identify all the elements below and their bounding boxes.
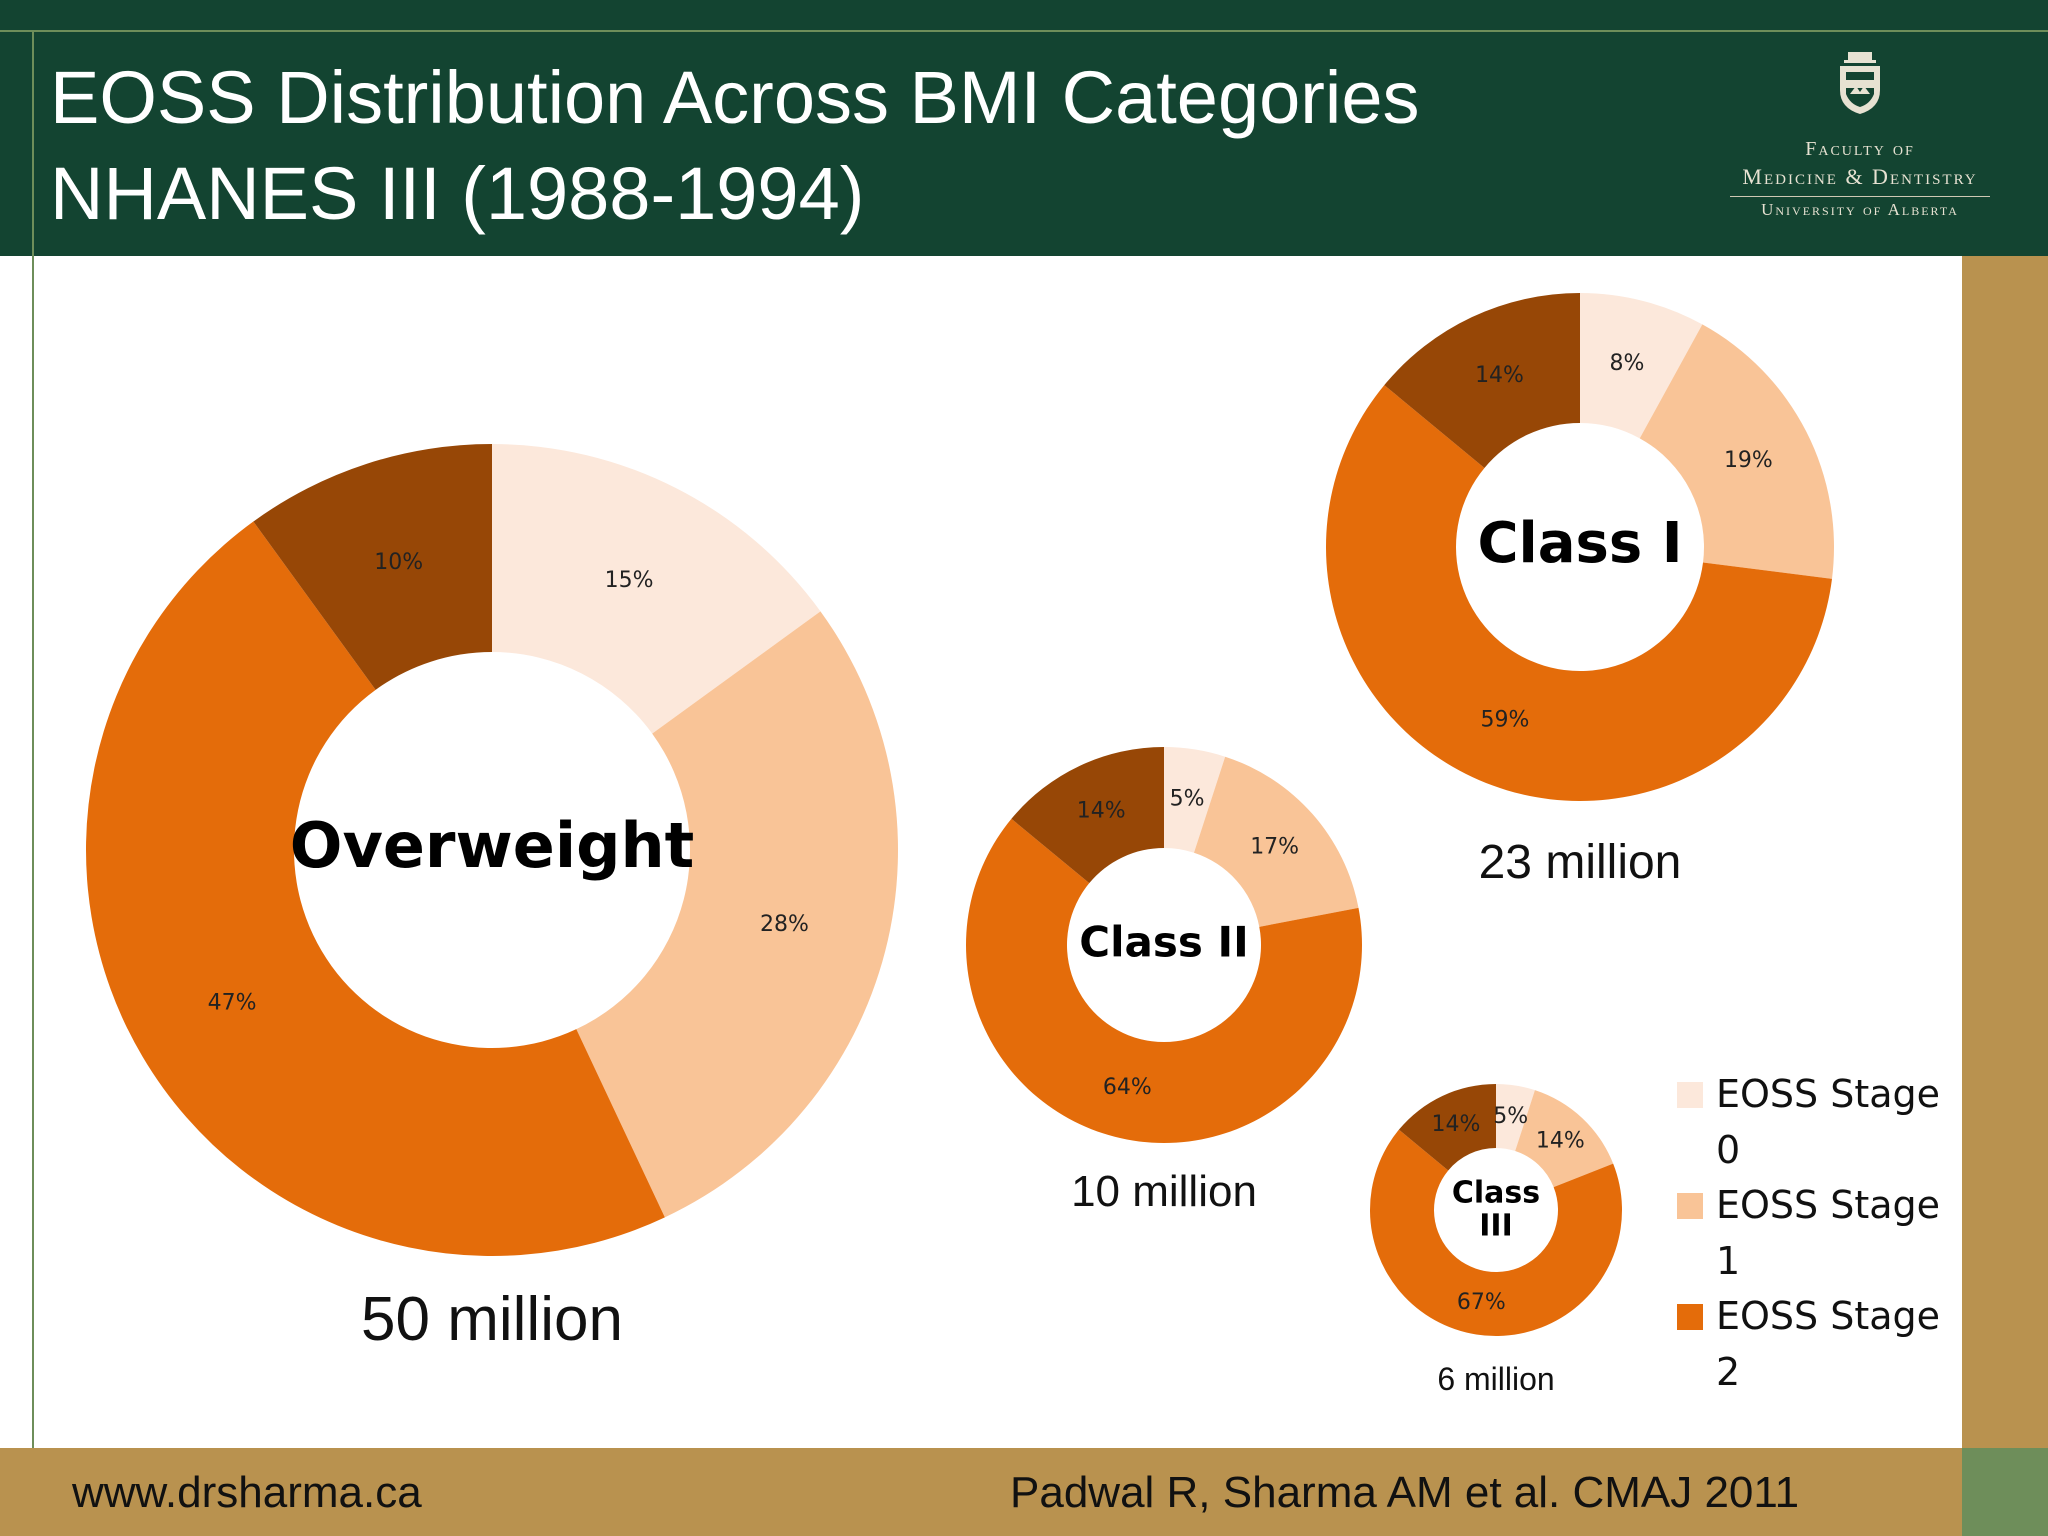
slice-label-stage-0: 5% xyxy=(1170,786,1205,811)
center-label: Class I xyxy=(1477,511,1682,576)
slice-stage-0 xyxy=(1580,293,1703,439)
left-rule xyxy=(32,30,34,1536)
total-label: 10 million xyxy=(1071,1167,1257,1216)
donut-chart-3: 5% 17% 64% 14% Class II 10 million xyxy=(966,747,1362,1216)
slice-label-stage-1: 28% xyxy=(760,912,809,937)
slice-stage-1 xyxy=(1515,1090,1614,1188)
legend-label: EOSS Stage xyxy=(1716,1183,1940,1227)
donut-chart-1: 15% 28% 47% 10% Overweight 50 million xyxy=(86,444,898,1354)
legend-label-number: 1 xyxy=(1716,1239,1740,1283)
logo-line-3: University of Alberta xyxy=(1761,200,1959,219)
slice-label-stage-1: 14% xyxy=(1536,1128,1585,1153)
slice-stage-3 xyxy=(1011,747,1164,884)
legend-label: EOSS Stage xyxy=(1716,1072,1940,1116)
footer-corner-block xyxy=(1962,1448,2048,1536)
total-label: 23 million xyxy=(1479,836,1682,889)
slice-stage-2 xyxy=(966,818,1362,1143)
donut-chart-4: 5% 14% 67% 14% Class III 6 million xyxy=(1370,1084,1622,1397)
total-label: 50 million xyxy=(361,1285,623,1354)
slice-label-stage-0: 8% xyxy=(1610,351,1645,376)
total-label: 6 million xyxy=(1437,1361,1554,1397)
center-label: Overweight xyxy=(290,809,694,882)
slice-stage-1 xyxy=(576,611,898,1218)
slice-stage-0 xyxy=(1164,747,1226,853)
slice-stage-1 xyxy=(1193,756,1359,927)
university-logo: Faculty of Medicine & Dentistry Universi… xyxy=(1700,46,2020,236)
slice-stage-2 xyxy=(86,521,665,1256)
slice-label-stage-2: 64% xyxy=(1103,1075,1152,1100)
center-label: Class II xyxy=(1079,918,1248,967)
legend-swatch xyxy=(1677,1304,1703,1330)
slice-stage-0 xyxy=(492,444,821,734)
slice-label-stage-2: 67% xyxy=(1457,1290,1506,1315)
legend-label-number: 2 xyxy=(1716,1350,1740,1394)
title-line-1: EOSS Distribution Across BMI Categories xyxy=(50,56,1420,139)
slice-label-stage-2: 59% xyxy=(1480,707,1529,732)
footer-website: www.drsharma.ca xyxy=(72,1468,422,1517)
slice-label-stage-3: 14% xyxy=(1475,363,1524,388)
slice-stage-3 xyxy=(253,444,492,690)
slice-stage-2 xyxy=(1326,385,1832,801)
title-line-2: NHANES III (1988-1994) xyxy=(50,152,865,235)
legend-swatch xyxy=(1677,1193,1703,1219)
slice-label-stage-3: 10% xyxy=(374,550,423,575)
legend: EOSS Stage 0 EOSS Stage 1 EOSS Stage 2 xyxy=(1677,1072,1940,1394)
slide-footer xyxy=(0,1448,2048,1536)
slice-label-stage-2: 47% xyxy=(208,991,257,1016)
slice-label-stage-0: 15% xyxy=(605,568,654,593)
logo-line-1: Faculty of xyxy=(1805,138,1915,160)
slide-header xyxy=(0,0,2048,256)
slice-label-stage-1: 19% xyxy=(1724,448,1773,473)
slice-stage-0 xyxy=(1496,1084,1535,1152)
header-rule xyxy=(0,30,2048,32)
slide-title: EOSS Distribution Across BMI Categories … xyxy=(50,50,1650,242)
slice-label-stage-3: 14% xyxy=(1432,1112,1481,1137)
slice-stage-3 xyxy=(1384,293,1580,468)
legend-label-number: 0 xyxy=(1716,1128,1740,1172)
slice-stage-1 xyxy=(1639,324,1834,579)
slice-label-stage-0: 5% xyxy=(1493,1104,1528,1129)
legend-swatch xyxy=(1677,1082,1703,1108)
legend-label: EOSS Stage xyxy=(1716,1294,1940,1338)
slice-stage-2 xyxy=(1370,1129,1622,1336)
footer-citation: Padwal R, Sharma AM et al. CMAJ 2011 xyxy=(1010,1468,1800,1517)
slice-stage-3 xyxy=(1398,1084,1496,1171)
donut-chart-2: 8% 19% 59% 14% Class I 23 million xyxy=(1326,293,1834,889)
logo-line-2: Medicine & Dentistry xyxy=(1742,164,1978,189)
slice-label-stage-3: 14% xyxy=(1077,799,1126,824)
center-label: Class III xyxy=(1452,1175,1540,1243)
logo-divider xyxy=(1730,196,1990,197)
right-accent-band xyxy=(1962,256,2048,1448)
crest-icon xyxy=(1840,52,1880,114)
slice-label-stage-1: 17% xyxy=(1250,834,1299,859)
